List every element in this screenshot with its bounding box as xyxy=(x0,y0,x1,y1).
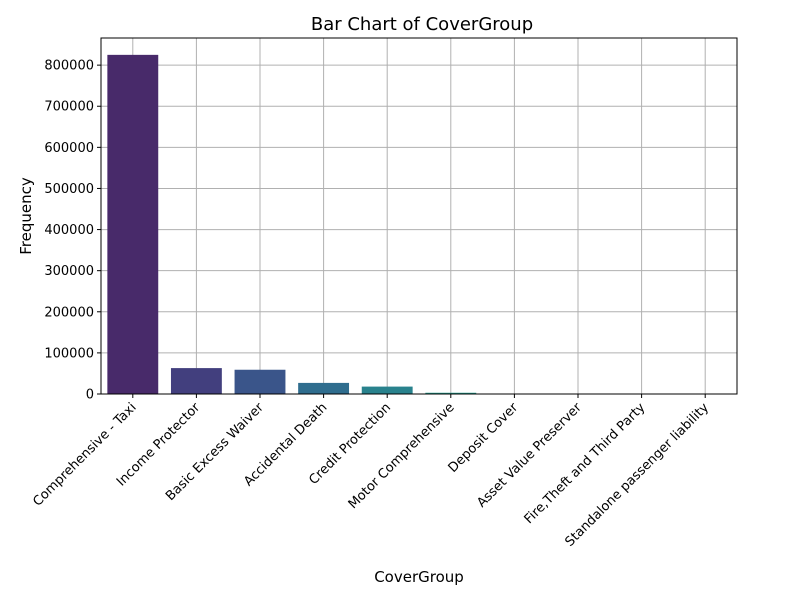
bar xyxy=(107,55,158,394)
x-axis-label: CoverGroup xyxy=(374,568,464,586)
y-tick-label: 100000 xyxy=(44,346,94,361)
y-tick-label: 600000 xyxy=(44,141,94,156)
y-tick-label: 700000 xyxy=(44,100,94,115)
y-tick-label: 200000 xyxy=(44,305,94,320)
bar xyxy=(235,370,286,394)
chart-title: Bar Chart of CoverGroup xyxy=(311,14,533,35)
bar xyxy=(298,383,349,394)
y-tick-label: 500000 xyxy=(44,182,94,197)
y-tick-label: 0 xyxy=(86,388,94,403)
bar xyxy=(362,387,413,394)
y-axis-label: Frequency xyxy=(17,177,35,255)
y-tick-label: 800000 xyxy=(44,59,94,74)
bar xyxy=(171,368,222,394)
y-tick-label: 300000 xyxy=(44,264,94,279)
y-tick-label: 400000 xyxy=(44,223,94,238)
